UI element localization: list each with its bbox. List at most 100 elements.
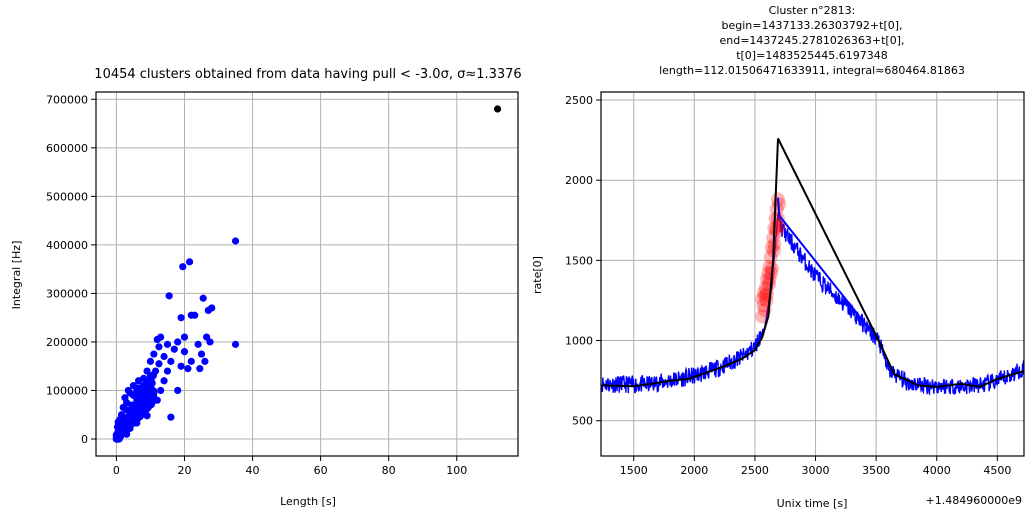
scatter-point: [143, 390, 151, 398]
y-tick-label: 200000: [46, 336, 88, 349]
x-tick-label: 4000: [923, 464, 951, 477]
scatter-point: [150, 350, 158, 358]
scatter-point: [157, 386, 165, 395]
scatter-point: [157, 333, 165, 341]
y-axis-label: rate[0]: [531, 256, 544, 294]
y-tick-label: 300000: [46, 287, 88, 300]
scatter-point: [160, 352, 168, 361]
scatter-point: [165, 292, 173, 300]
scatter-point: [201, 357, 209, 365]
tick-labels: 0 20 40 60 80 100 0 100000 200000 300000 400000 500…: [46, 93, 467, 477]
scatter-point: [128, 411, 136, 419]
title-line: end=1437245.2781026363+t[0],: [719, 34, 904, 47]
scatter-point: [124, 386, 132, 395]
cluster-point: [755, 309, 770, 324]
cluster-point: [764, 240, 779, 255]
y-tick-label: 2000: [565, 174, 593, 187]
scatter-point: [167, 413, 175, 421]
scatter-point: [180, 333, 189, 341]
title-line: begin=1437133.26303792+t[0],: [721, 19, 902, 32]
scatter-point: [163, 367, 172, 375]
y-tick-label: 600000: [46, 142, 88, 155]
scatter-point: [155, 343, 163, 351]
scatter-point: [170, 345, 178, 353]
y-tick-label: 0: [81, 433, 88, 446]
x-tick-label: 40: [246, 464, 260, 477]
x-tick-label: 2500: [741, 464, 769, 477]
scatter-point: [121, 427, 129, 436]
y-tick-label: 500: [572, 415, 593, 428]
scatter-point: [143, 367, 151, 375]
x-tick-label: 3000: [802, 464, 830, 477]
cluster-point: [760, 287, 775, 302]
scatter-point: [180, 348, 189, 356]
grid: [96, 92, 518, 456]
cluster-point: [757, 288, 772, 303]
scatter-point: [146, 357, 155, 365]
scatter-point: [191, 311, 199, 319]
x-tick-label: 2000: [680, 464, 708, 477]
scatter-point: [134, 377, 143, 385]
cluster-point: [769, 224, 784, 239]
scatter-point: [174, 386, 182, 395]
x-tick-label: 20: [177, 464, 191, 477]
scatter-point: [231, 340, 240, 348]
cluster-point: [755, 291, 770, 306]
y-axis-label: Integral [Hz]: [10, 241, 23, 310]
scatter-point: [114, 435, 122, 443]
chart-title: 10454 clusters obtained from data having…: [94, 67, 521, 82]
rate-series: [601, 138, 1024, 396]
title-line: length=112.01506471633911, integral≈6804…: [659, 64, 965, 77]
plot-frame: [600, 91, 1025, 457]
scatter-point: [139, 399, 148, 407]
chart-title: Cluster n°2813: begin=1437133.26303792+t[…: [659, 4, 965, 77]
y-tick-label: 500000: [46, 190, 88, 203]
scatter-point: [493, 105, 502, 113]
cluster-point: [769, 202, 784, 217]
scatter-point: [179, 263, 187, 271]
cluster-point: [757, 285, 772, 300]
rate-line: [601, 214, 1024, 396]
scatter-chart: 0 20 40 60 80 100 0 100000 200000 300000 400000 500…: [10, 67, 522, 508]
scatter-point: [124, 421, 132, 429]
scatter-point: [117, 411, 126, 419]
scatter-point: [187, 357, 195, 365]
tick-labels: 1500 2000 2500 3000 3500 4000 4500 500 1000 1500 2…: [565, 94, 1011, 477]
scatter-point: [208, 304, 216, 312]
x-tick-label: 1500: [620, 464, 648, 477]
rate-chart: 1500 2000 2500 3000 3500 4000 4500 500 1000 1500 2…: [531, 4, 1025, 510]
cluster-point: [758, 280, 773, 295]
scatter-point: [146, 379, 154, 387]
smoothed-line: [601, 138, 1024, 389]
scatter-point: [196, 365, 204, 373]
scatter-points: [112, 105, 502, 443]
scatter-point: [199, 294, 207, 302]
scatter-point: [174, 338, 182, 346]
cluster-point: [762, 272, 777, 287]
x-tick-label: 60: [314, 464, 328, 477]
fit-line: [777, 197, 880, 342]
x-axis-label: Unix time [s]: [777, 497, 848, 510]
scatter-point: [163, 340, 172, 348]
scatter-point: [149, 393, 158, 401]
scatter-point: [155, 360, 163, 368]
scatter-point: [119, 403, 127, 412]
scatter-point: [206, 338, 214, 346]
title-line: Cluster n°2813:: [769, 4, 856, 17]
scatter-point: [194, 340, 202, 348]
cluster-point: [772, 218, 787, 233]
x-tick-label: 4500: [983, 464, 1011, 477]
x-tick-label: 3500: [862, 464, 890, 477]
scatter-point: [160, 377, 168, 385]
scatter-point: [185, 258, 194, 266]
scatter-point: [231, 237, 240, 245]
y-tick-label: 1500: [565, 254, 593, 267]
cluster-point: [756, 298, 771, 313]
cluster-point: [769, 221, 784, 236]
scatter-point: [177, 362, 185, 370]
y-tick-label: 100000: [46, 384, 88, 397]
y-tick-label: 1000: [565, 335, 593, 348]
y-tick-label: 2500: [565, 94, 593, 107]
scatter-point: [167, 357, 175, 365]
